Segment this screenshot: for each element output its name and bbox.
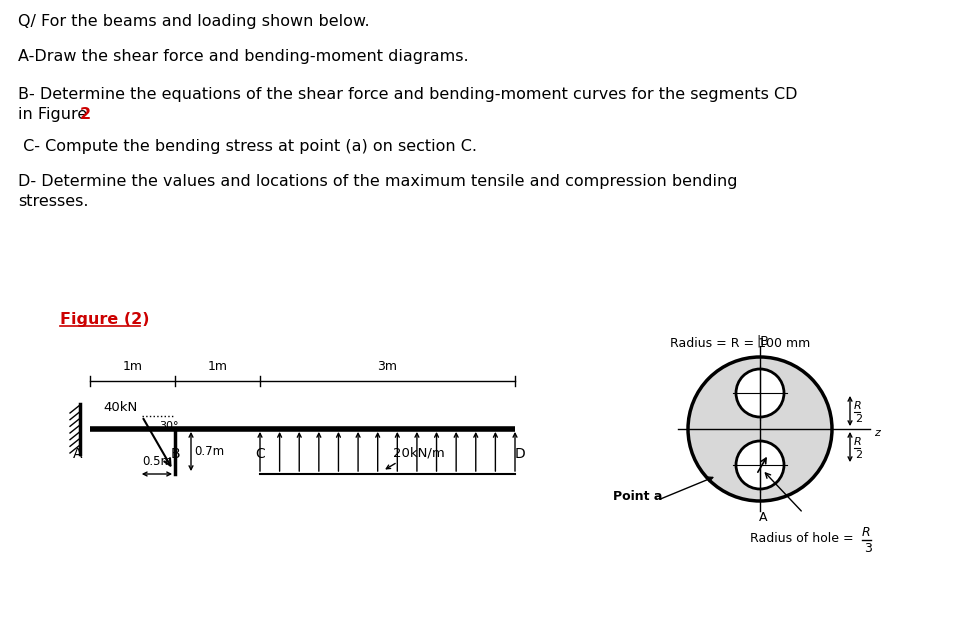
Text: 1m: 1m: [122, 360, 142, 373]
Text: 20kN/m: 20kN/m: [393, 447, 444, 460]
Text: Figure (2): Figure (2): [60, 312, 150, 327]
Text: D- Determine the values and locations of the maximum tensile and compression ben: D- Determine the values and locations of…: [18, 174, 737, 189]
Text: in Figure: in Figure: [18, 107, 92, 122]
Text: R: R: [862, 527, 870, 540]
Text: A-Draw the shear force and bending-moment diagrams.: A-Draw the shear force and bending-momen…: [18, 49, 468, 64]
Text: 0.7m: 0.7m: [193, 445, 224, 458]
Text: Radius = R = 100 mm: Radius = R = 100 mm: [669, 337, 809, 350]
Circle shape: [687, 357, 831, 501]
Text: 3: 3: [863, 542, 871, 555]
Text: B- Determine the equations of the shear force and bending-moment curves for the : B- Determine the equations of the shear …: [18, 87, 797, 102]
Text: C- Compute the bending stress at point (a) on section C.: C- Compute the bending stress at point (…: [18, 139, 476, 154]
Text: 2: 2: [854, 414, 862, 424]
Text: C: C: [254, 447, 265, 461]
Text: 2: 2: [854, 450, 862, 460]
Text: 1m: 1m: [208, 360, 227, 373]
Text: D: D: [514, 447, 525, 461]
Text: A: A: [73, 447, 83, 461]
Text: |B: |B: [756, 334, 769, 347]
Text: Point a: Point a: [613, 489, 661, 502]
Text: R: R: [853, 437, 861, 447]
Text: 0.5m: 0.5m: [142, 455, 172, 468]
Text: B: B: [170, 447, 179, 461]
Text: stresses.: stresses.: [18, 194, 89, 209]
Text: Q/ For the beams and loading shown below.: Q/ For the beams and loading shown below…: [18, 14, 369, 29]
Circle shape: [735, 369, 783, 417]
Text: 2: 2: [80, 107, 91, 122]
Text: Radius of hole =: Radius of hole =: [749, 532, 853, 545]
Text: 30°: 30°: [159, 421, 178, 431]
Text: 3m: 3m: [377, 360, 397, 373]
Text: R: R: [853, 401, 861, 411]
Text: 40kN: 40kN: [104, 401, 138, 414]
Text: z: z: [873, 428, 879, 438]
Circle shape: [735, 441, 783, 489]
Text: A: A: [758, 511, 766, 524]
